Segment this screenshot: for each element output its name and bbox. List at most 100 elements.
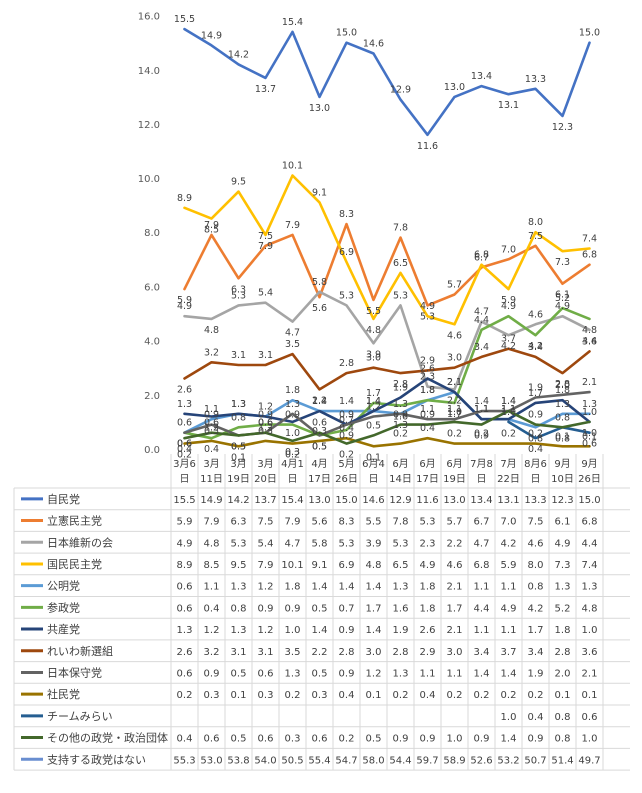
data-label: 0.4 (177, 444, 192, 455)
table-cell: 7.9 (204, 517, 220, 528)
table-cell: 1.0 (501, 712, 517, 723)
series-line (507, 420, 591, 440)
table-cell: 5.4 (258, 538, 274, 549)
data-label: 2.2 (447, 395, 462, 406)
x-tick-label: 11日 (200, 474, 223, 485)
data-label: 13.7 (255, 84, 276, 95)
data-label: 0.2 (177, 450, 192, 461)
data-label: 1.7 (528, 388, 543, 399)
table-cell: 1.4 (474, 668, 490, 679)
data-label: 3.4 (528, 342, 543, 353)
table-cell: 1.4 (339, 582, 355, 593)
table-cell: 54.7 (335, 755, 357, 766)
x-tick-label: 日 (369, 474, 379, 485)
table-cell: 0.9 (474, 734, 490, 745)
x-tick-label: 17日 (416, 474, 439, 485)
data-label: 4.6 (528, 309, 543, 320)
data-label: 0.2 (501, 429, 516, 440)
table-cell: 3.4 (474, 647, 490, 658)
data-label: 3.1 (231, 350, 246, 361)
data-label: 0.9 (204, 410, 219, 421)
data-label: 1.4 (366, 396, 381, 407)
table-cell: 0.6 (258, 668, 274, 679)
table-cell: 4.9 (177, 538, 193, 549)
table-cell: 0.6 (258, 734, 274, 745)
data-label: 5.3 (231, 290, 246, 301)
table-cell: 1.0 (582, 625, 598, 636)
table-cell: 0.8 (555, 734, 571, 745)
x-tick-label: 19日 (443, 474, 466, 485)
x-tick-label: 6月 (419, 458, 435, 470)
data-label: 5.8 (312, 277, 327, 288)
data-label: 0.2 (447, 429, 462, 440)
data-label: 1.8 (420, 385, 435, 396)
data-label: 15.5 (174, 14, 195, 25)
data-label: 0.3 (204, 426, 219, 437)
data-label: 8.3 (339, 209, 354, 220)
data-label: 1.1 (204, 404, 219, 415)
table-cell: 2.8 (555, 647, 571, 658)
table-cell: 58.9 (443, 755, 465, 766)
table-cell: 2.6 (420, 625, 436, 636)
data-label: 1.4 (474, 396, 489, 407)
table-cell: 0.1 (366, 690, 382, 701)
table-cell: 1.1 (204, 582, 220, 593)
y-tick-label: 6.0 (144, 282, 160, 293)
table-cell: 2.3 (420, 538, 436, 549)
data-label: 7.9 (285, 220, 300, 231)
y-tick-label: 12.0 (138, 120, 160, 131)
table-cell: 7.9 (285, 517, 301, 528)
data-label: 5.5 (366, 306, 381, 317)
data-label: 0.5 (312, 441, 327, 452)
table-cell: 8.0 (528, 560, 544, 571)
data-label: 14.6 (363, 39, 384, 50)
table-cell: 15.0 (578, 495, 600, 506)
table-cell: 7.8 (393, 517, 409, 528)
table-cell: 1.3 (231, 625, 247, 636)
data-label: 0.9 (339, 410, 354, 421)
series-line (183, 377, 591, 426)
table-cell: 1.1 (447, 668, 463, 679)
data-label: 0.6 (258, 418, 273, 429)
table-cell: 2.2 (312, 647, 328, 658)
data-label: 1.0 (582, 407, 597, 418)
x-tick-label: 9月 (554, 458, 570, 470)
data-label: 1.3 (582, 399, 597, 410)
table-cell: 3.2 (204, 647, 220, 658)
x-tick-label: 3月6 (173, 458, 196, 470)
data-label: 1.1 (474, 404, 489, 415)
table-cell: 4.6 (528, 538, 544, 549)
table-cell: 4.7 (285, 538, 301, 549)
data-label: 0.3 (258, 426, 273, 437)
data-label: 7.9 (204, 220, 219, 231)
data-label: 1.2 (258, 401, 273, 412)
table-cell: 1.0 (582, 734, 598, 745)
table-cell: 1.1 (474, 625, 490, 636)
data-label: 14.9 (201, 30, 222, 41)
x-tick-label: 10日 (551, 474, 574, 485)
data-label: 0.9 (393, 410, 408, 421)
data-label: 5.4 (258, 288, 273, 299)
table-cell: 0.5 (312, 603, 328, 614)
table-cell: 0.3 (258, 690, 274, 701)
data-label: 0.2 (339, 450, 354, 461)
data-label: 1.4 (366, 396, 381, 407)
y-tick-label: 4.0 (144, 337, 160, 348)
table-cell: 1.0 (285, 625, 301, 636)
data-label: 13.1 (498, 100, 519, 111)
data-label: 7.0 (501, 244, 516, 255)
table-cell: 1.4 (312, 582, 328, 593)
data-label: 1.8 (285, 385, 300, 396)
table-cell: 13.4 (470, 495, 492, 506)
data-label: 1.3 (285, 399, 300, 410)
data-label: 1.1 (501, 404, 516, 415)
table-cell: 1.3 (393, 668, 409, 679)
table-cell: 0.7 (339, 603, 355, 614)
x-tick-label: 6月 (446, 458, 462, 470)
data-label: 8.5 (204, 225, 219, 236)
legend-label: 公明党 (47, 580, 80, 593)
data-label: 4.4 (582, 336, 597, 347)
table-cell: 1.7 (528, 625, 544, 636)
table-cell: 6.8 (474, 560, 490, 571)
table-cell: 8.9 (177, 560, 193, 571)
